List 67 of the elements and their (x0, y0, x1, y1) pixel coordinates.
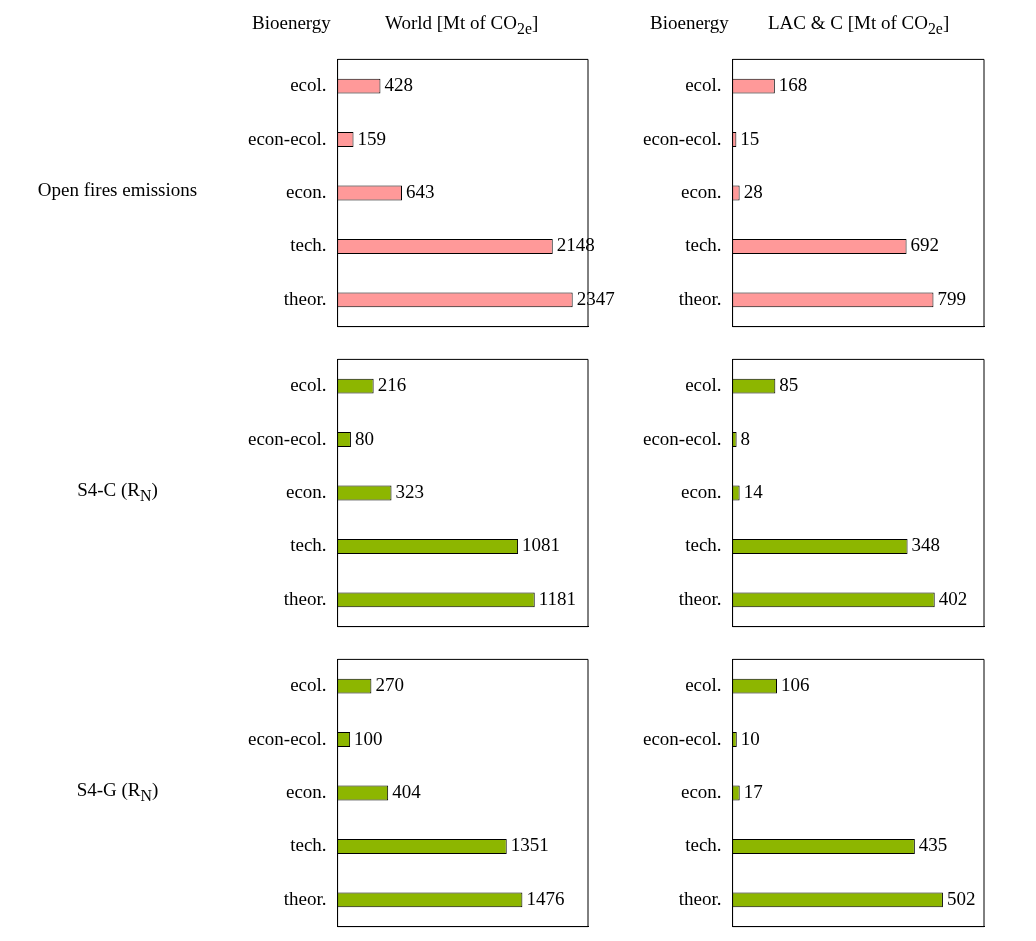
data-label: 428 (384, 74, 413, 96)
data-label: 15 (740, 127, 760, 149)
data-label: 216 (377, 374, 407, 396)
data-label: 8 (740, 427, 751, 449)
y-tick-label: theor. (678, 287, 722, 309)
y-tick-label: econ-ecol. (247, 127, 327, 149)
y-tick-label: ecol. (685, 674, 722, 696)
y-axis-title: Open fires emissions (36, 179, 199, 201)
y-tick-label: tech. (290, 834, 327, 856)
data-label: 323 (395, 480, 425, 502)
data-label: 2347 (576, 287, 615, 309)
y-tick-label: econ. (680, 180, 722, 202)
text: Bioenergy (650, 12, 729, 34)
data-label: 17 (743, 780, 763, 802)
y-tick-label: ecol. (685, 74, 722, 96)
y-tick-label: econ. (285, 780, 327, 802)
data-label: 80 (354, 427, 374, 449)
text: Bioenergy (252, 12, 331, 34)
y-tick-label: theor. (283, 287, 327, 309)
y-tick-label: econ-ecol. (642, 427, 722, 449)
data-label: 2148 (556, 234, 595, 256)
data-label: 10 (740, 727, 760, 749)
y-tick-label: theor. (678, 587, 722, 609)
y-tick-label: tech. (685, 234, 722, 256)
data-label: 799 (937, 287, 966, 309)
y-tick-label: econ-ecol. (642, 727, 722, 749)
y-tick-label: tech. (290, 234, 327, 256)
data-label: 1476 (526, 887, 565, 909)
data-label: 348 (911, 534, 941, 556)
data-label: 404 (392, 780, 422, 802)
y-tick-label: ecol. (685, 374, 722, 396)
y-axis-title: S4-G (R$_{N}$) (75, 779, 160, 805)
y-tick-label: econ. (285, 180, 327, 202)
data-label: 270 (375, 674, 404, 696)
data-label: 168 (778, 74, 808, 96)
data-label: 402 (938, 587, 968, 609)
y-tick-label: tech. (685, 534, 722, 556)
y-tick-label: theor. (283, 587, 327, 609)
data-label: 502 (946, 887, 976, 909)
data-label: 159 (357, 127, 387, 149)
y-tick-label: theor. (283, 887, 327, 909)
data-label: 85 (779, 374, 799, 396)
y-tick-label: econ-ecol. (247, 427, 327, 449)
chart-title: World [Mt of CO$_{2e}$] (385, 12, 539, 38)
y-tick-label: ecol. (290, 374, 327, 396)
y-tick-label: econ-ecol. (642, 127, 722, 149)
data-label: 1351 (510, 834, 549, 856)
data-label: 1081 (522, 534, 561, 556)
y-tick-label: ecol. (290, 74, 327, 96)
y-tick-label: tech. (290, 534, 327, 556)
y-tick-label: econ. (680, 480, 722, 502)
y-tick-label: theor. (678, 887, 722, 909)
y-axis-title: S4-C (R$_{N}$) (76, 479, 159, 505)
data-label: 1181 (538, 587, 577, 609)
data-label: 643 (405, 180, 435, 202)
data-label: 692 (910, 234, 940, 256)
y-tick-label: ecol. (290, 674, 327, 696)
y-tick-label: tech. (685, 834, 722, 856)
data-label: 28 (743, 180, 763, 202)
y-tick-label: econ. (680, 780, 722, 802)
y-tick-label: econ. (285, 480, 327, 502)
data-label: 100 (354, 727, 383, 749)
y-tick-label: econ-ecol. (247, 727, 327, 749)
data-label: 106 (781, 674, 810, 696)
data-label: 14 (743, 480, 764, 502)
chart-title: LAC & C [Mt of CO$_{2e}$] (768, 12, 950, 38)
data-label: 435 (918, 834, 948, 856)
